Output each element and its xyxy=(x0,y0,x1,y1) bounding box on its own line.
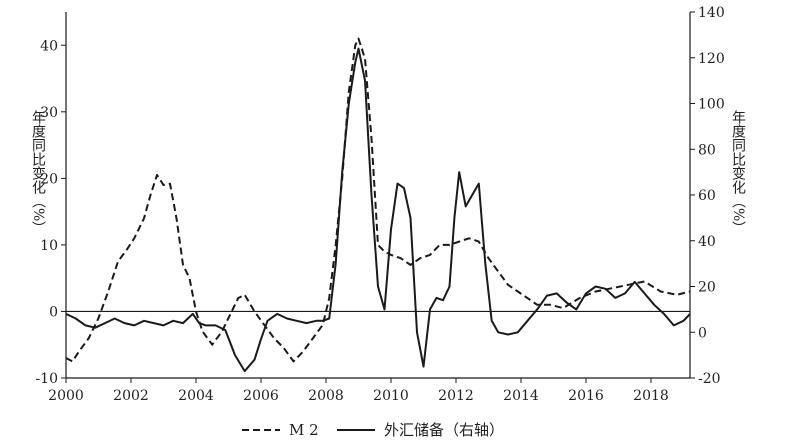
x-tick-label: 2010 xyxy=(373,388,409,404)
right-y-tick-label: 40 xyxy=(698,234,716,250)
right-y-tick-label: 80 xyxy=(698,142,716,158)
left-y-tick-label: 30 xyxy=(40,105,58,121)
x-tick-label: 2004 xyxy=(178,388,214,404)
left-axis-title: 年度同比变化（%） xyxy=(30,110,46,235)
x-tick-label: 2008 xyxy=(308,388,344,404)
x-tick-label: 2016 xyxy=(568,388,604,404)
x-tick-label: 2012 xyxy=(438,388,474,404)
left-y-tick-label: 40 xyxy=(40,38,58,54)
left-y-tick-label: 10 xyxy=(40,238,58,254)
legend: M 2 外汇储备（右轴） xyxy=(242,421,504,439)
series-line-fx-reserves xyxy=(65,47,691,373)
right-axis-title: 年度同比变化（%） xyxy=(730,110,746,235)
axes-layer xyxy=(65,12,691,379)
x-tick-label: 2018 xyxy=(633,388,669,404)
right-y-tick-label: 120 xyxy=(698,51,725,67)
series-line-m2 xyxy=(65,37,691,363)
series-layer xyxy=(65,37,691,373)
right-y-tick-label: 100 xyxy=(698,97,725,113)
left-y-tick-label: 20 xyxy=(40,171,58,187)
right-y-tick-label: 0 xyxy=(698,325,707,341)
x-tick-label: 2002 xyxy=(113,388,149,404)
legend-m2-label: M 2 xyxy=(289,421,319,439)
x-tick-label: 2014 xyxy=(503,388,539,404)
x-tick-label: 2006 xyxy=(243,388,279,404)
left-y-tick-label: 0 xyxy=(49,304,58,320)
x-tick-label: 2000 xyxy=(48,388,84,404)
right-y-tick-label: 60 xyxy=(698,188,716,204)
right-y-tick-label: 140 xyxy=(698,5,725,21)
right-y-tick-label: -20 xyxy=(698,371,721,387)
left-y-tick-label: -10 xyxy=(35,371,58,387)
legend-reserves-label: 外汇储备（右轴） xyxy=(384,421,504,439)
ticks-layer: 2000 2002 2004 2006 2008 2010 2012 2014 2016 2018… xyxy=(35,5,724,404)
right-y-tick-label: 20 xyxy=(698,280,716,296)
